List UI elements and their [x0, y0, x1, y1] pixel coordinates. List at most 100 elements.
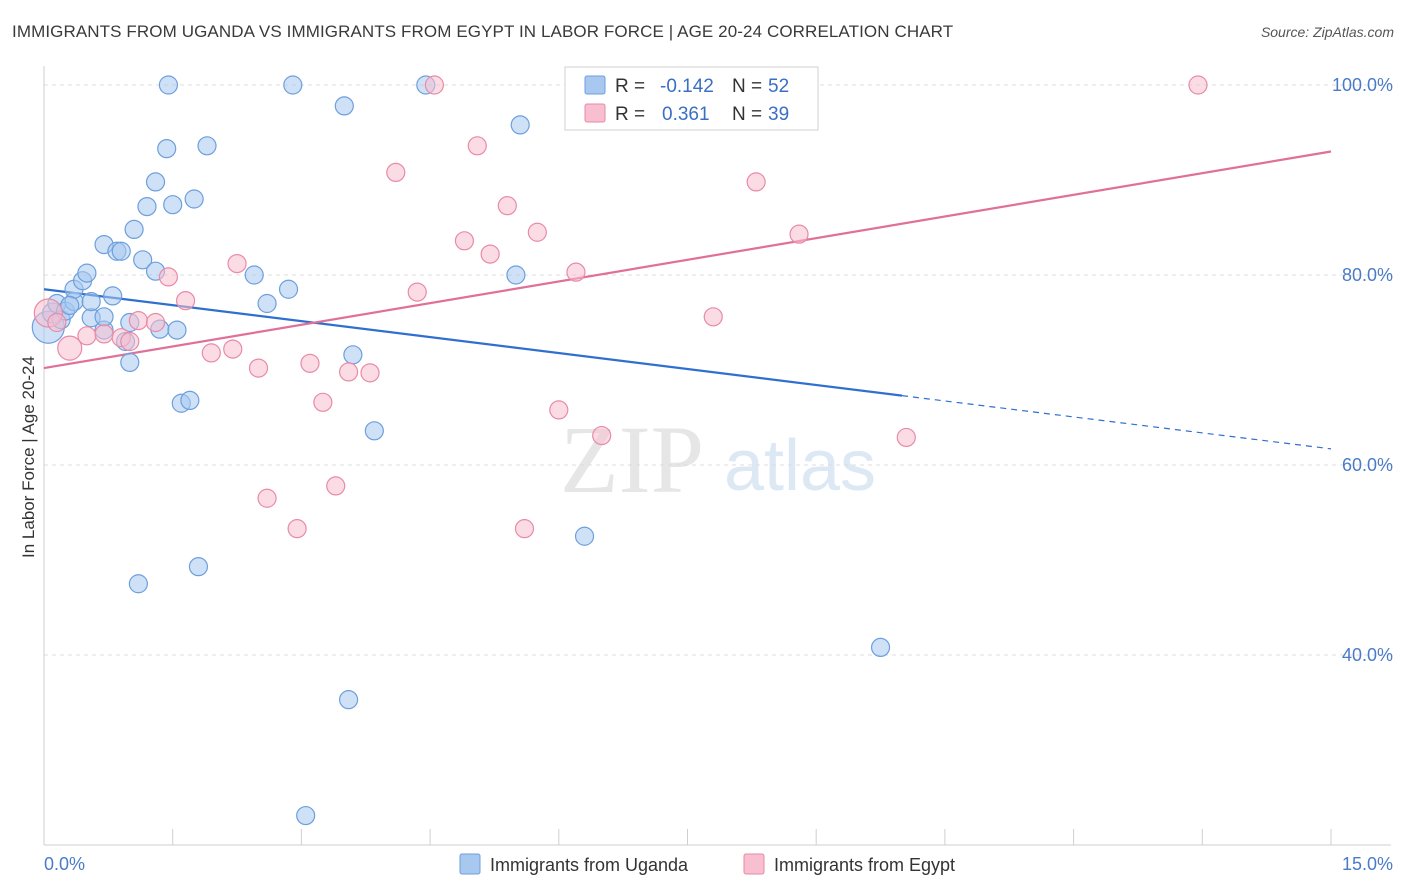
uganda-point	[81, 292, 101, 312]
legend-n-value-uganda: 52	[768, 76, 789, 97]
egypt-point	[703, 307, 723, 327]
egypt-point	[424, 75, 444, 95]
egypt-point	[128, 311, 148, 331]
egypt-point	[248, 358, 269, 378]
uganda-point	[145, 172, 166, 192]
tick-labels: 40.0% 60.0% 80.0% 100.0% 0.0% 15.0%	[44, 75, 1393, 874]
uganda-point	[257, 293, 277, 314]
egypt-point	[467, 136, 487, 156]
uganda-point	[180, 390, 200, 410]
egypt-point	[158, 267, 179, 287]
legend-r-value-egypt: 0.361	[662, 104, 710, 125]
egypt-point	[326, 476, 346, 496]
chart-title: IMMIGRANTS FROM UGANDA VS IMMIGRANTS FRO…	[12, 22, 954, 41]
egypt-point	[57, 335, 83, 361]
egypt-point	[566, 262, 586, 282]
egypt-point	[497, 196, 517, 216]
uganda-point	[338, 690, 359, 710]
uganda-point	[163, 195, 183, 215]
stats-legend: R = -0.142 N = 52 R = 0.361 N = 39	[564, 66, 819, 131]
egypt-point	[746, 172, 766, 192]
uganda-point	[60, 295, 80, 315]
x-tick-label: 15.0%	[1342, 854, 1393, 874]
uganda-point	[167, 320, 187, 340]
legend-n-label-egypt: N =	[732, 104, 762, 125]
uganda-point	[244, 265, 264, 285]
y-tick-label: 40.0%	[1342, 645, 1393, 665]
axes	[43, 66, 1391, 846]
uganda-point	[870, 637, 891, 658]
series-legend: Immigrants from Uganda Immigrants from E…	[459, 853, 955, 875]
egypt-point	[145, 312, 166, 333]
egypt-point	[300, 353, 320, 373]
uganda-point	[124, 219, 144, 239]
bottom-legend-swatch-uganda	[459, 853, 481, 875]
source-label: Source: ZipAtlas.com	[1260, 24, 1394, 40]
x-tick-label: 0.0%	[44, 854, 85, 874]
uganda-point	[111, 241, 131, 261]
egypt-point	[120, 331, 140, 352]
egypt-point	[360, 363, 380, 383]
bottom-legend-swatch-egypt	[743, 853, 765, 875]
legend-n-label-uganda: N =	[732, 76, 762, 97]
uganda-trend-line	[43, 288, 903, 397]
uganda-point	[197, 136, 217, 156]
legend-swatch-uganda	[584, 75, 606, 95]
y-tick-label: 100.0%	[1332, 75, 1393, 95]
egypt-point	[896, 427, 916, 448]
legend-r-label-egypt: R =	[615, 104, 645, 125]
egypt-point	[514, 519, 535, 539]
uganda-point	[188, 557, 209, 577]
egypt-point	[201, 343, 221, 363]
uganda-point	[510, 115, 530, 135]
egypt-point	[527, 222, 547, 242]
egypt-point	[1188, 75, 1208, 95]
egypt-point	[287, 519, 307, 539]
egypt-point	[789, 224, 809, 244]
grid-lines	[44, 84, 1391, 656]
uganda-point	[184, 189, 204, 209]
egypt-trend-line	[43, 150, 1332, 370]
y-tick-label: 60.0%	[1342, 455, 1393, 475]
uganda-point	[574, 526, 595, 546]
uganda-trend-extension	[901, 395, 1332, 450]
egypt-point	[338, 362, 359, 382]
uganda-point	[364, 421, 384, 441]
uganda-point	[120, 352, 140, 372]
watermark-atlas: atlas	[724, 426, 876, 506]
egypt-point	[480, 244, 500, 264]
uganda-point	[133, 250, 153, 270]
egypt-point	[223, 339, 243, 359]
legend-r-label-uganda: R =	[615, 76, 645, 97]
uganda-point	[343, 345, 363, 365]
scatter-points	[31, 75, 1208, 826]
egypt-point	[94, 324, 114, 344]
bottom-legend-label-egypt: Immigrants from Egypt	[774, 855, 955, 875]
uganda-point	[506, 265, 526, 285]
bottom-legend-label-uganda: Immigrants from Uganda	[490, 855, 689, 875]
uganda-point	[94, 307, 114, 327]
legend-n-value-egypt: 39	[768, 104, 789, 125]
egypt-point	[592, 425, 612, 446]
uganda-point	[158, 75, 179, 95]
watermark-zip: ZIP	[560, 406, 704, 513]
uganda-point	[283, 75, 303, 95]
uganda-point	[278, 279, 299, 299]
egypt-point	[175, 291, 196, 311]
uganda-point	[128, 574, 148, 594]
egypt-point	[454, 231, 475, 251]
trend-lines	[43, 150, 1332, 450]
uganda-point	[137, 197, 157, 217]
egypt-point	[227, 254, 247, 274]
uganda-point	[157, 139, 177, 159]
uganda-point	[77, 263, 97, 283]
egypt-point	[386, 162, 406, 182]
legend-swatch-egypt	[584, 103, 606, 123]
uganda-point	[334, 96, 354, 116]
egypt-point	[549, 400, 569, 420]
y-tick-label: 80.0%	[1342, 265, 1393, 285]
y-axis-label: In Labor Force | Age 20-24	[19, 356, 38, 558]
uganda-point	[296, 805, 316, 826]
legend-r-value-uganda: -0.142	[660, 76, 714, 97]
